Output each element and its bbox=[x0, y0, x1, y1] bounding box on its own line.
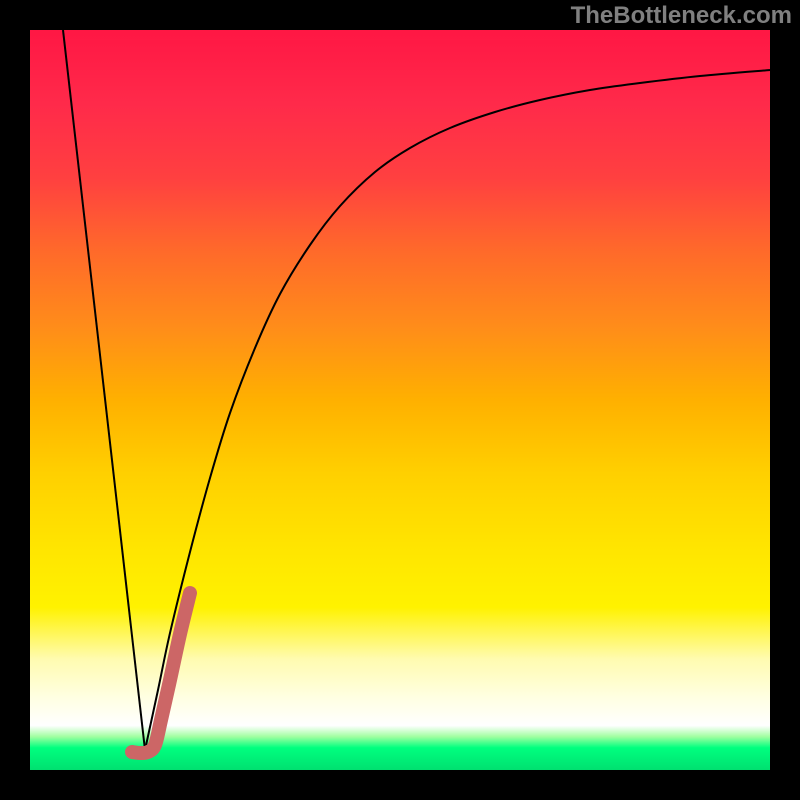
bottleneck-chart bbox=[0, 0, 800, 800]
chart-plot-area bbox=[30, 30, 770, 770]
chart-container: TheBottleneck.com bbox=[0, 0, 800, 800]
watermark-text: TheBottleneck.com bbox=[571, 2, 792, 30]
